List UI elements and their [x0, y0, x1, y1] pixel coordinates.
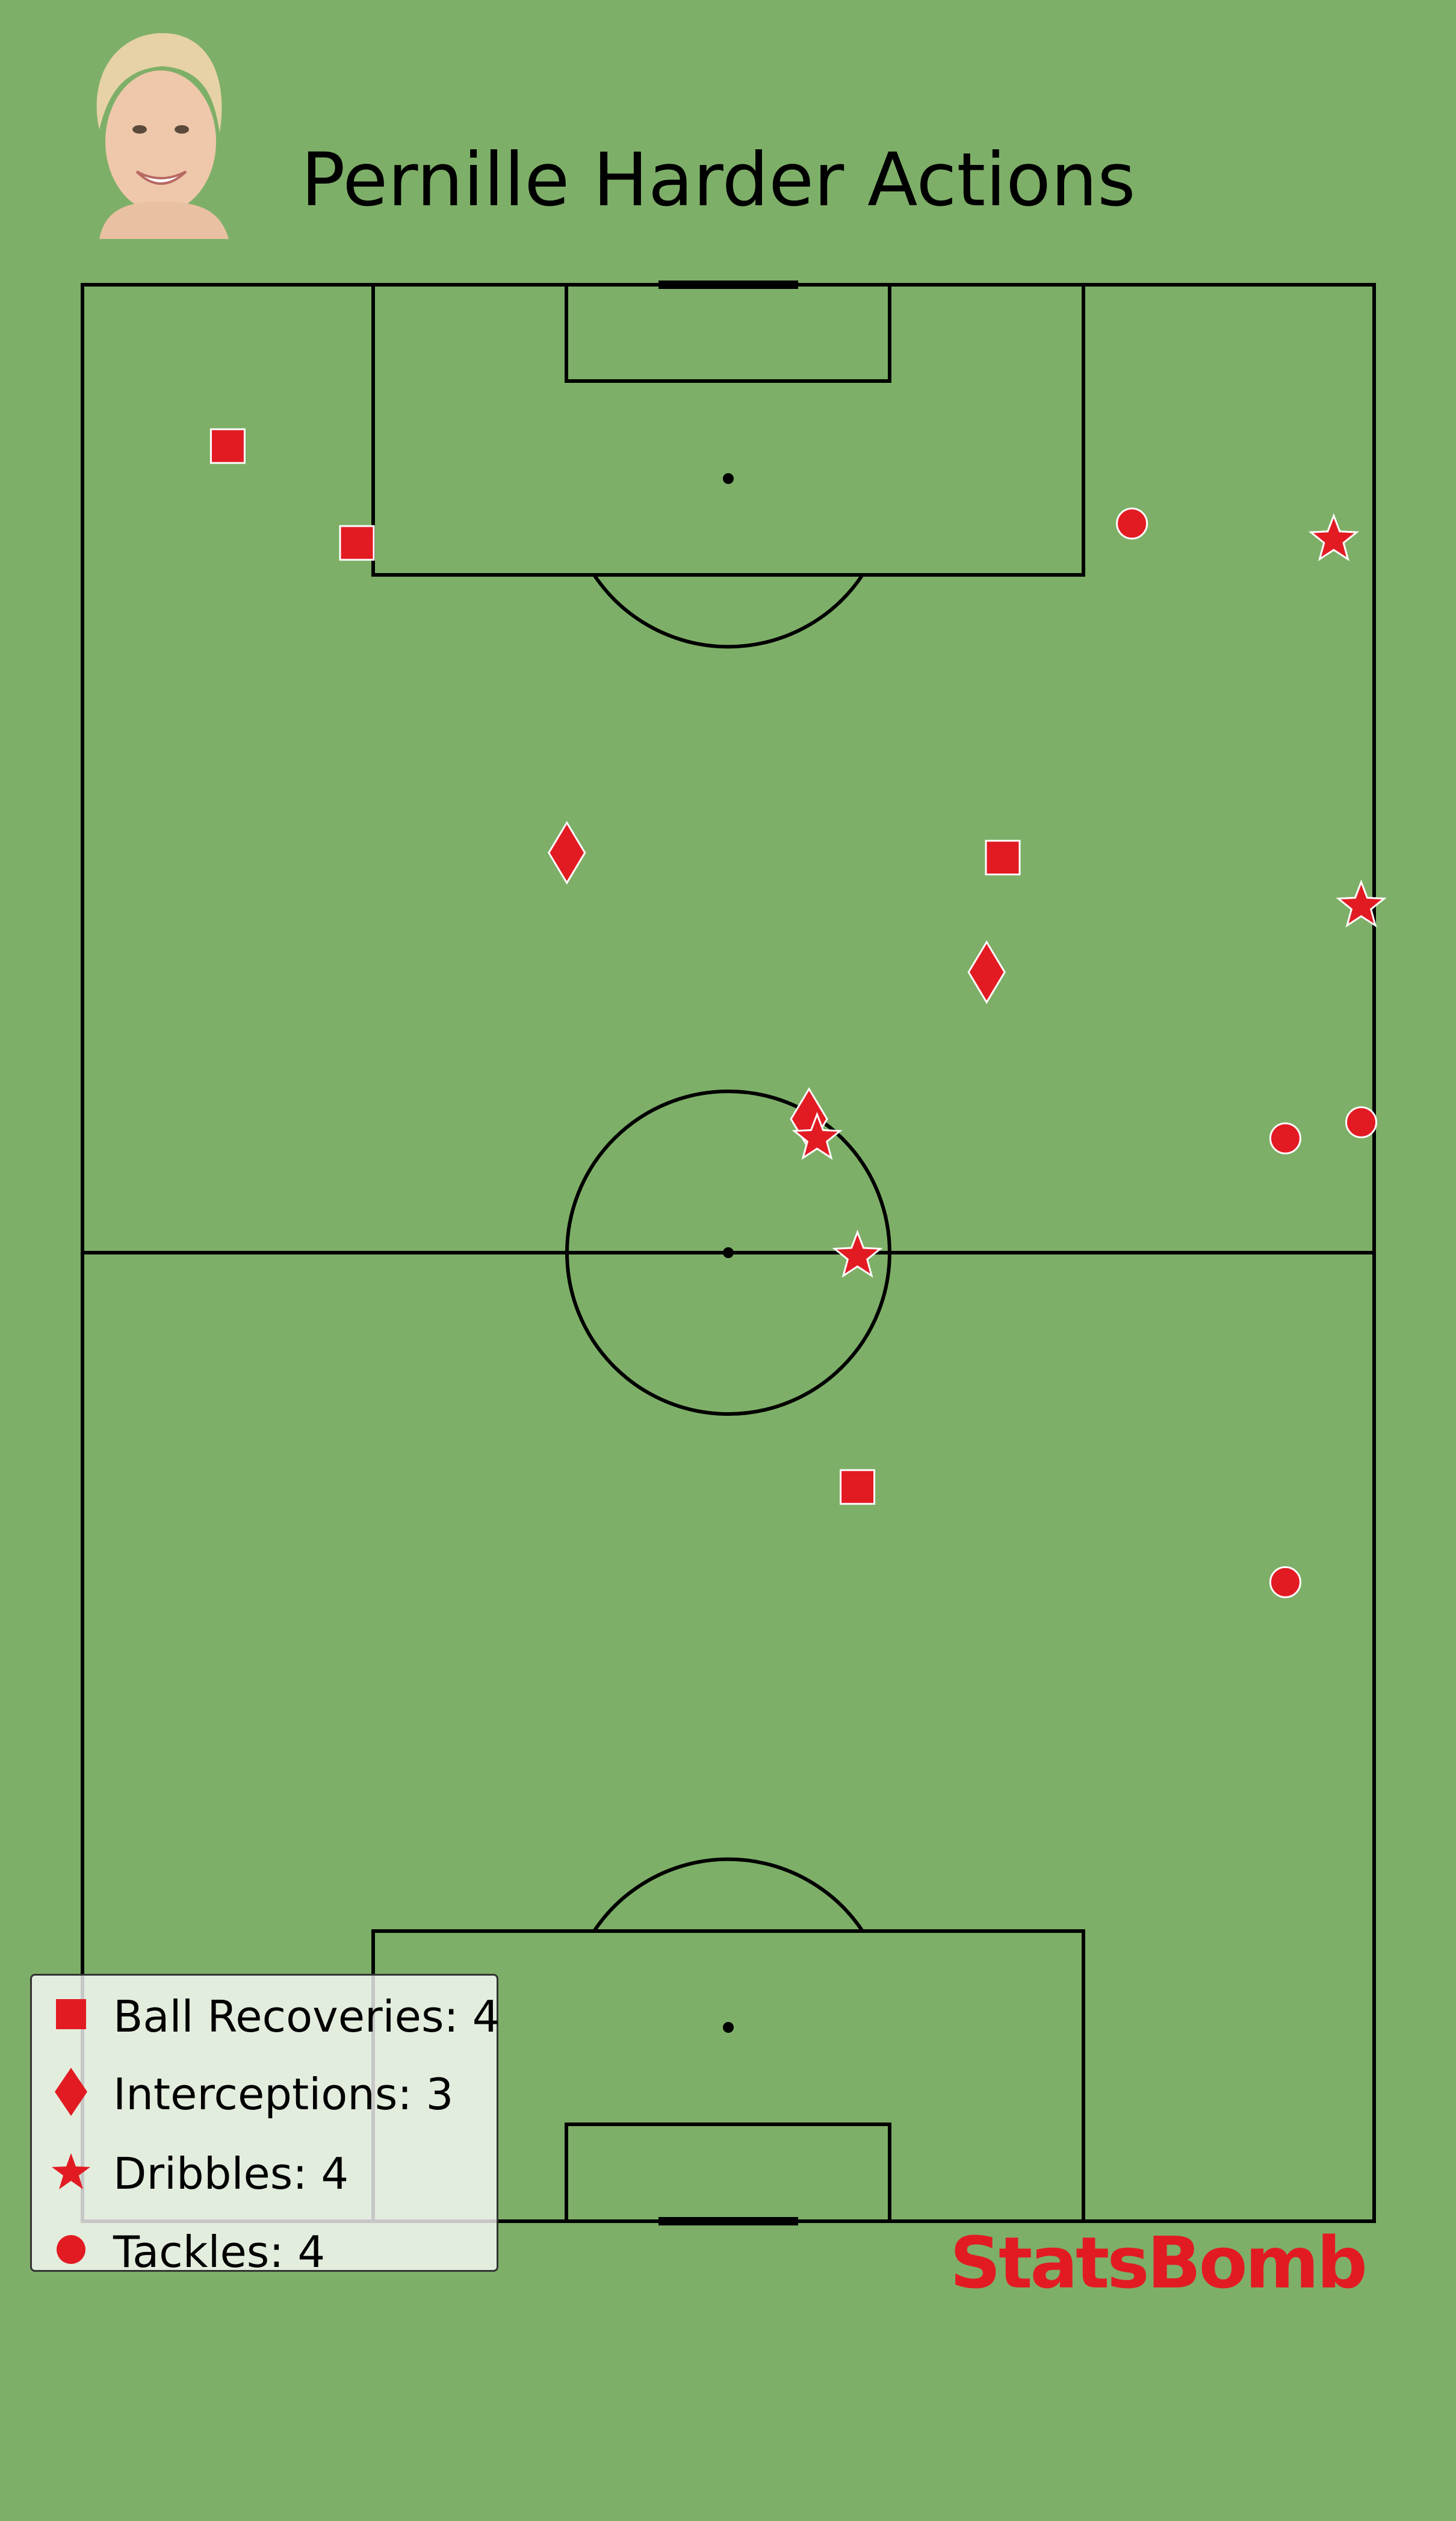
legend-item-tackles: Tackles: 4: [32, 2213, 497, 2286]
legend-label: Interceptions: 3: [113, 2069, 454, 2119]
tackles-point: [1116, 507, 1148, 540]
legend-label: Dribbles: 4: [113, 2148, 349, 2199]
tackles-point: [1269, 1566, 1301, 1598]
top-penalty-arc: [592, 574, 864, 649]
chart-title: Pernille Harder Actions: [301, 137, 1136, 223]
goals: [658, 281, 798, 2225]
dribbles-point: [792, 1111, 843, 1160]
top-penalty-spot: [723, 473, 734, 484]
interceptions-point: [967, 940, 1006, 1004]
avatar-face: [105, 70, 216, 212]
diamond-marker-icon: [55, 2068, 87, 2116]
tackles-point: [1269, 1122, 1301, 1155]
bottom-penalty-spot: [723, 2022, 734, 2033]
legend-item-ball-recoveries: Ball Recoveries: 4: [32, 1978, 500, 2050]
tackles-point: [1345, 1106, 1378, 1138]
interceptions-point: [548, 820, 586, 885]
legend: Ball Recoveries: 4 Interceptions: 3 Drib…: [30, 1974, 500, 2277]
ball-recoveries-point: [209, 428, 246, 464]
avatar-eye-right: [175, 125, 189, 134]
bottom-six-yard-box: [565, 2123, 891, 2223]
bottom-penalty-arc: [592, 1857, 864, 1932]
center-spot: [723, 1247, 734, 1258]
ball-recoveries-point: [840, 1469, 876, 1505]
pitch-spots: [723, 473, 734, 2033]
statsbomb-logo: StatsBomb: [950, 2221, 1368, 2304]
square-marker-icon: [56, 1999, 86, 2029]
legend-label: Tackles: 4: [113, 2227, 326, 2277]
avatar-hair: [96, 33, 222, 132]
star-marker-icon: [52, 2153, 90, 2189]
dribbles-point: [1336, 879, 1387, 928]
ball-recoveries-point: [985, 840, 1021, 876]
center-circle: [565, 1090, 891, 1416]
avatar-smile: [135, 170, 187, 185]
top-six-yard-box: [565, 283, 891, 383]
legend-label: Ball Recoveries: 4: [113, 1991, 500, 2042]
avatar-eye-left: [132, 125, 147, 134]
avatar-shoulders: [99, 202, 229, 239]
player-avatar: [96, 33, 229, 239]
dribbles-point: [832, 1229, 883, 1278]
dribbles-point: [1308, 513, 1360, 562]
top-penalty-area: [371, 283, 1085, 577]
action-markers: [209, 428, 1387, 1598]
circle-marker-icon: [57, 2235, 85, 2264]
legend-item-interceptions: Interceptions: 3: [32, 2056, 497, 2128]
legend-item-dribbles: Dribbles: 4: [32, 2135, 497, 2207]
ball-recoveries-point: [339, 525, 375, 561]
